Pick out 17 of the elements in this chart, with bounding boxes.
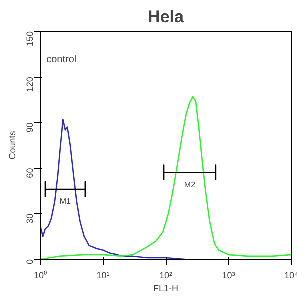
x-tick-label: 10⁴ bbox=[284, 270, 299, 280]
y-tick-label: 30 bbox=[25, 214, 35, 224]
series-label: M2 bbox=[184, 180, 196, 190]
y-tick-label: 120 bbox=[25, 77, 35, 92]
chart-title: Hela bbox=[148, 8, 184, 26]
y-tick-label: 150 bbox=[25, 31, 35, 47]
x-axis-title: FL1-H bbox=[154, 284, 179, 294]
x-tick-label: 10² bbox=[159, 270, 173, 280]
x-tick-label: 10¹ bbox=[96, 270, 110, 280]
y-tick-label: 60 bbox=[25, 168, 35, 178]
x-tick-label: 10³ bbox=[222, 270, 236, 280]
series-label: M1 bbox=[60, 197, 72, 206]
y-axis-title: Counts bbox=[8, 130, 18, 160]
y-tick-label: 0 bbox=[25, 259, 35, 265]
annotation: control bbox=[46, 54, 77, 66]
x-tick-label: 10⁰ bbox=[34, 270, 48, 280]
y-tick-label: 90 bbox=[25, 122, 35, 133]
